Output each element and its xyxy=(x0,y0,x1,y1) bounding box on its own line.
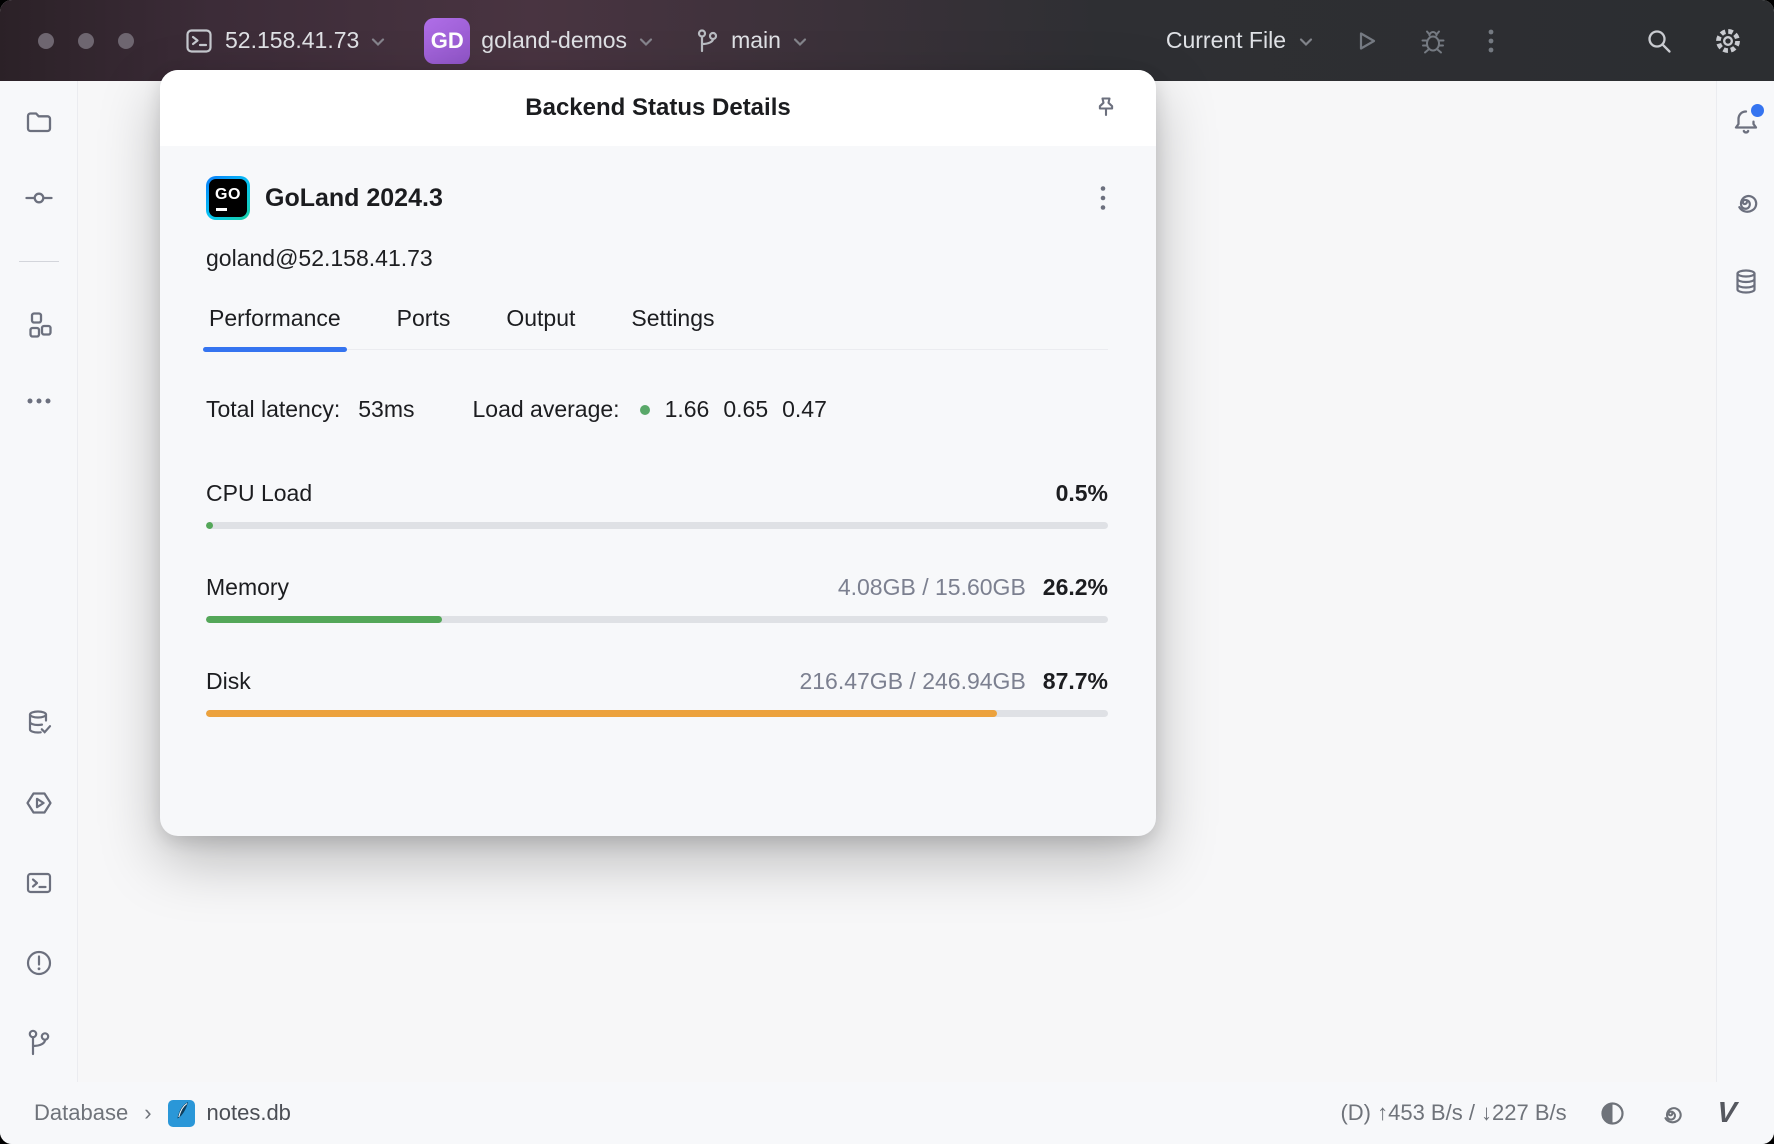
breadcrumb-file-label: notes.db xyxy=(206,1100,291,1125)
disk-percent: 87.7% xyxy=(1042,668,1108,694)
right-tool-rail xyxy=(1716,81,1774,1082)
database-check-icon[interactable] xyxy=(24,708,54,738)
database-icon[interactable] xyxy=(1731,267,1761,297)
cpu-meter: CPU Load 0.5% xyxy=(206,480,1108,529)
git-branch-icon[interactable] xyxy=(24,1028,54,1058)
problems-icon[interactable] xyxy=(24,948,54,978)
tab-ports[interactable]: Ports xyxy=(396,305,451,331)
branch-icon xyxy=(694,27,720,55)
network-traffic-label: (D) ↑453 B/s / ↓227 B/s xyxy=(1340,1100,1567,1125)
more-tool-windows-icon[interactable] xyxy=(24,386,54,416)
structure-icon[interactable] xyxy=(24,310,54,340)
memory-progress-bar xyxy=(206,616,1108,623)
commit-icon[interactable] xyxy=(24,183,54,213)
breadcrumb-separator: › xyxy=(144,1100,152,1125)
tab-output[interactable]: Output xyxy=(506,305,576,331)
rail-divider xyxy=(18,261,59,262)
cpu-progress-bar xyxy=(206,522,1108,529)
popup-header: Backend Status Details xyxy=(160,70,1156,146)
run-configuration-label: Current File xyxy=(1165,27,1286,53)
ai-assistant-icon[interactable] xyxy=(1658,1100,1685,1127)
settings-gear-icon[interactable] xyxy=(1712,25,1744,57)
memory-meter: Memory 4.08GB / 15.60GB 26.2% xyxy=(206,574,1108,623)
left-tool-rail xyxy=(0,81,78,1082)
load-average-label: Load average: xyxy=(472,396,620,422)
memory-percent: 26.2% xyxy=(1042,574,1108,600)
memory-label: Memory xyxy=(206,574,290,600)
chevron-down-icon xyxy=(638,36,654,48)
load-average-values: 1.66 0.65 0.47 xyxy=(664,396,827,422)
latency-load-row: Total latency: 53ms Load average: 1.66 0… xyxy=(206,396,1108,423)
goland-logo: GO xyxy=(206,176,250,220)
project-badge: GD xyxy=(424,17,471,64)
popup-tabs: Performance Ports Output Settings xyxy=(203,305,1108,352)
breadcrumb[interactable]: Database › notes.db xyxy=(34,1099,291,1127)
popup-title: Backend Status Details xyxy=(525,94,791,121)
memory-detail: 4.08GB / 15.60GB xyxy=(837,574,1026,600)
total-latency-label: Total latency: xyxy=(206,396,341,422)
disk-detail: 216.47GB / 246.94GB xyxy=(799,668,1026,694)
vm-logo[interactable]: V xyxy=(1715,1096,1736,1129)
product-row: GO GoLand 2024.3 xyxy=(206,176,1108,220)
disk-label: Disk xyxy=(206,668,251,694)
backend-host: goland@52.158.41.73 xyxy=(206,245,433,271)
branch-name: main xyxy=(731,27,781,53)
chevron-down-icon xyxy=(1298,36,1314,48)
disk-progress-bar xyxy=(206,710,1108,717)
total-latency-value: 53ms xyxy=(358,396,415,422)
resource-meters: CPU Load 0.5% Memory 4.08GB / 15.60GB 26… xyxy=(206,480,1108,717)
title-bar: 52.158.41.73 GD goland-demos main xyxy=(0,0,1774,81)
popup-more-icon[interactable] xyxy=(1098,184,1108,212)
sqlite-file-icon xyxy=(167,1099,195,1127)
load-status-dot xyxy=(639,404,650,415)
project-folder-icon[interactable] xyxy=(24,107,54,137)
more-icon[interactable] xyxy=(1486,26,1496,56)
services-icon[interactable] xyxy=(24,788,54,818)
tab-performance[interactable]: Performance xyxy=(203,305,347,352)
minimize-button[interactable] xyxy=(78,32,94,49)
chevron-down-icon xyxy=(792,36,808,48)
terminal-host-icon xyxy=(184,26,214,56)
remote-host-selector[interactable]: 52.158.41.73 xyxy=(184,26,386,56)
vcs-branch-selector[interactable]: main xyxy=(694,27,808,55)
project-name: goland-demos xyxy=(481,27,628,53)
chevron-down-icon xyxy=(370,36,386,48)
terminal-icon[interactable] xyxy=(24,868,54,898)
maximize-button[interactable] xyxy=(118,32,134,49)
notification-dot xyxy=(1750,104,1764,117)
disk-meter: Disk 216.47GB / 246.94GB 87.7% xyxy=(206,668,1108,717)
breadcrumb-root[interactable]: Database xyxy=(34,1100,129,1125)
search-icon[interactable] xyxy=(1644,26,1674,56)
pin-icon[interactable] xyxy=(1092,94,1120,122)
status-bar: Database › notes.db (D) ↑453 B/s / ↓227 … xyxy=(0,1082,1774,1144)
backend-status-popup: Backend Status Details GO GoLand 2024.3 xyxy=(160,70,1156,836)
project-selector[interactable]: GD goland-demos xyxy=(424,17,654,64)
remote-host-label: 52.158.41.73 xyxy=(225,27,360,53)
contrast-icon[interactable] xyxy=(1599,1100,1626,1127)
cpu-label: CPU Load xyxy=(206,480,313,506)
run-icon[interactable] xyxy=(1352,27,1380,55)
notifications-bell-icon[interactable] xyxy=(1731,104,1764,137)
debug-icon[interactable] xyxy=(1418,26,1448,56)
product-name: GoLand 2024.3 xyxy=(265,183,443,212)
tab-settings[interactable]: Settings xyxy=(631,305,715,331)
breadcrumb-file[interactable]: notes.db xyxy=(167,1099,291,1127)
ai-assistant-icon[interactable] xyxy=(1731,187,1761,217)
run-configuration-selector[interactable]: Current File xyxy=(1166,27,1314,54)
window-controls xyxy=(38,32,134,49)
close-button[interactable] xyxy=(38,32,54,49)
cpu-percent: 0.5% xyxy=(1055,480,1108,506)
